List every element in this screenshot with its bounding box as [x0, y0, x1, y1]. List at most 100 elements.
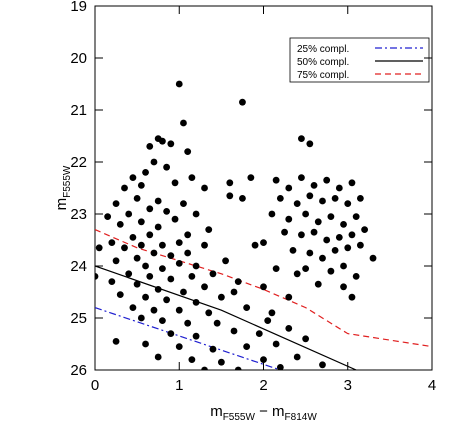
x-axis-label-part: −	[255, 403, 272, 420]
star-point	[335, 234, 343, 241]
x-axis-label-part: m	[210, 403, 223, 420]
star-point	[163, 296, 171, 304]
star-point	[264, 317, 272, 324]
star-point	[146, 205, 154, 213]
star-point	[116, 221, 124, 228]
y-tick-label: 22	[70, 154, 87, 171]
star-point	[276, 364, 284, 370]
star-point	[142, 340, 149, 348]
star-point	[369, 254, 377, 262]
star-point	[159, 137, 166, 145]
star-point	[154, 223, 162, 231]
x-axis-label-part: F814W	[285, 412, 318, 423]
star-point	[298, 135, 305, 143]
star-point	[268, 309, 276, 317]
star-point	[344, 200, 352, 208]
star-point	[260, 356, 267, 363]
completeness-line	[95, 307, 281, 370]
star-point	[331, 195, 339, 202]
star-point	[310, 182, 318, 189]
star-point	[188, 174, 196, 182]
star-point	[285, 293, 293, 301]
star-point	[201, 241, 208, 249]
star-point	[167, 275, 175, 283]
y-tick-label: 19	[70, 0, 87, 15]
star-point	[146, 143, 154, 150]
x-tick-label: 4	[428, 377, 436, 394]
star-point	[293, 270, 301, 278]
y-tick-label: 23	[70, 206, 87, 223]
star-point	[184, 319, 192, 327]
star-point	[217, 358, 225, 366]
star-point	[159, 265, 166, 272]
x-axis-label-part: F555W	[223, 412, 256, 423]
star-point	[129, 304, 137, 311]
star-point	[276, 195, 284, 202]
star-point	[171, 215, 179, 223]
star-point	[112, 257, 120, 265]
star-point	[260, 239, 267, 247]
star-point	[348, 179, 356, 187]
star-point	[192, 210, 200, 218]
star-point	[285, 184, 293, 192]
x-axis-label: mF555W − mF814W	[210, 403, 317, 423]
star-point	[116, 291, 124, 298]
star-point	[340, 221, 347, 228]
star-point	[171, 179, 179, 187]
star-point	[188, 356, 196, 363]
star-point	[251, 241, 259, 249]
star-point	[306, 140, 314, 148]
star-point	[121, 244, 128, 252]
star-point	[104, 213, 112, 221]
star-point	[112, 200, 120, 208]
star-point	[201, 184, 208, 192]
star-point	[217, 293, 225, 301]
star-point	[361, 226, 368, 234]
star-point	[142, 169, 149, 176]
x-tick-label: 3	[344, 377, 352, 394]
star-point	[180, 119, 187, 127]
star-point	[180, 200, 187, 208]
y-tick-label: 20	[70, 50, 87, 67]
x-tick-label: 0	[91, 377, 99, 394]
star-point	[95, 244, 103, 252]
star-point	[205, 226, 213, 234]
legend-label: 75% compl.	[297, 70, 349, 81]
star-point	[159, 317, 166, 324]
star-point	[234, 366, 242, 370]
star-point	[239, 98, 246, 106]
star-point	[184, 148, 192, 156]
star-point	[272, 340, 280, 348]
star-point	[340, 262, 347, 270]
star-point	[121, 184, 128, 192]
star-point	[344, 244, 352, 252]
star-point	[167, 330, 175, 337]
star-point	[306, 192, 314, 200]
star-point	[175, 343, 183, 350]
star-point	[175, 80, 183, 88]
star-point	[314, 218, 322, 226]
star-point	[125, 210, 133, 218]
x-tick-label: 1	[175, 377, 183, 394]
star-point	[137, 241, 145, 249]
star-point	[154, 197, 162, 205]
star-point	[150, 306, 158, 314]
star-point	[356, 195, 364, 202]
star-point	[281, 228, 288, 236]
star-point	[335, 184, 343, 192]
star-point	[234, 278, 242, 285]
star-point	[201, 283, 208, 291]
y-tick-label: 21	[70, 102, 87, 119]
star-point	[302, 335, 310, 343]
star-point	[255, 330, 263, 337]
star-point	[348, 293, 356, 301]
star-point	[327, 267, 335, 275]
star-point	[188, 273, 196, 280]
star-point	[175, 306, 183, 314]
y-axis-label: mF555W	[53, 165, 73, 210]
star-point	[285, 325, 293, 332]
star-point	[142, 293, 149, 301]
star-point	[327, 213, 335, 221]
star-point	[184, 249, 192, 257]
star-point	[209, 270, 217, 278]
